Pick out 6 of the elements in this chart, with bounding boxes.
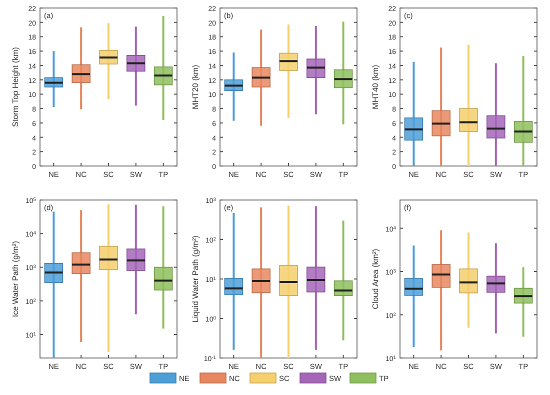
y-axis-title: MHT20 (km) bbox=[191, 64, 200, 110]
y-axis-title: Liquid Water Path (g/m²) bbox=[191, 235, 200, 322]
y-axis-title: MHT40 (km) bbox=[371, 64, 380, 110]
y-axis-title: Cloud Area (km²) bbox=[371, 248, 380, 310]
y-axis-title: Storm Top Height (km) bbox=[11, 46, 20, 127]
y-axis-title: Ice Water Path (g/m²) bbox=[11, 240, 20, 318]
